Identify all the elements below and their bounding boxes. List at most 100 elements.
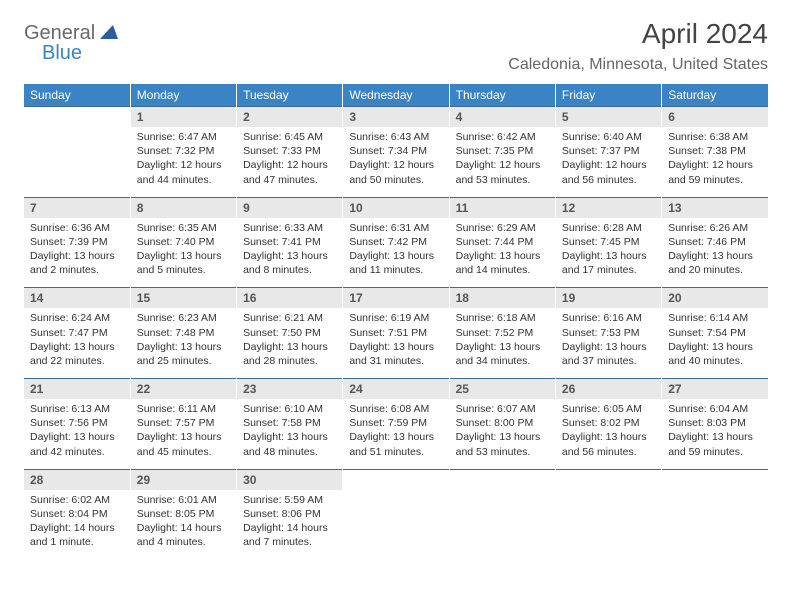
day-cell: Sunrise: 6:28 AMSunset: 7:45 PMDaylight:… [555,218,661,288]
sunset-text: Sunset: 7:48 PM [137,326,230,340]
sunrise-text: Sunrise: 6:35 AM [137,221,230,235]
daylight-text-1: Daylight: 13 hours [243,249,336,263]
day-number: 30 [237,469,343,490]
day-cell: Sunrise: 6:23 AMSunset: 7:48 PMDaylight:… [130,308,236,378]
daylight-text-2: and 17 minutes. [562,263,655,277]
daylight-text-2: and 48 minutes. [243,445,336,459]
weekday-header: Friday [555,84,661,107]
daylight-text-1: Daylight: 13 hours [668,249,762,263]
day-number [343,469,449,490]
sunset-text: Sunset: 7:38 PM [668,144,762,158]
sunrise-text: Sunrise: 6:10 AM [243,402,336,416]
day-cell [662,490,768,560]
day-number-row: 78910111213 [24,197,768,218]
daylight-text-1: Daylight: 13 hours [30,340,124,354]
sunset-text: Sunset: 7:41 PM [243,235,336,249]
day-cell: Sunrise: 6:36 AMSunset: 7:39 PMDaylight:… [24,218,130,288]
daylight-text-2: and 28 minutes. [243,354,336,368]
day-number: 27 [662,379,768,400]
sunset-text: Sunset: 7:40 PM [137,235,230,249]
sunrise-text: Sunrise: 6:40 AM [562,130,655,144]
daylight-text-1: Daylight: 13 hours [456,249,549,263]
daylight-text-1: Daylight: 13 hours [243,340,336,354]
day-cell: Sunrise: 6:18 AMSunset: 7:52 PMDaylight:… [449,308,555,378]
daylight-text-1: Daylight: 12 hours [668,158,762,172]
day-number: 13 [662,197,768,218]
day-cell: Sunrise: 6:19 AMSunset: 7:51 PMDaylight:… [343,308,449,378]
sunrise-text: Sunrise: 6:04 AM [668,402,762,416]
sunrise-text: Sunrise: 5:59 AM [243,493,336,507]
daylight-text-2: and 45 minutes. [137,445,230,459]
sunset-text: Sunset: 8:04 PM [30,507,124,521]
day-number: 17 [343,288,449,309]
day-cell: Sunrise: 6:38 AMSunset: 7:38 PMDaylight:… [662,127,768,197]
day-cell: Sunrise: 6:31 AMSunset: 7:42 PMDaylight:… [343,218,449,288]
day-number: 12 [555,197,661,218]
daylight-text-1: Daylight: 13 hours [349,430,442,444]
day-cell [555,490,661,560]
day-number [555,469,661,490]
sunset-text: Sunset: 7:37 PM [562,144,655,158]
day-content-row: Sunrise: 6:24 AMSunset: 7:47 PMDaylight:… [24,308,768,378]
day-content-row: Sunrise: 6:02 AMSunset: 8:04 PMDaylight:… [24,490,768,560]
sunset-text: Sunset: 7:53 PM [562,326,655,340]
day-number: 16 [237,288,343,309]
weekday-header: Wednesday [343,84,449,107]
daylight-text-1: Daylight: 13 hours [562,430,655,444]
day-number [449,469,555,490]
daylight-text-2: and 4 minutes. [137,535,230,549]
day-cell: Sunrise: 6:33 AMSunset: 7:41 PMDaylight:… [237,218,343,288]
daylight-text-1: Daylight: 14 hours [243,521,336,535]
day-number: 25 [449,379,555,400]
logo-line2: Blue [42,42,82,64]
sunrise-text: Sunrise: 6:11 AM [137,402,230,416]
day-number: 9 [237,197,343,218]
sunrise-text: Sunrise: 6:01 AM [137,493,230,507]
sunrise-text: Sunrise: 6:07 AM [456,402,549,416]
daylight-text-2: and 40 minutes. [668,354,762,368]
weekday-header: Monday [130,84,236,107]
day-cell: Sunrise: 6:05 AMSunset: 8:02 PMDaylight:… [555,399,661,469]
sunset-text: Sunset: 7:42 PM [349,235,442,249]
day-number: 4 [449,107,555,128]
daylight-text-2: and 37 minutes. [562,354,655,368]
day-number: 18 [449,288,555,309]
day-cell: Sunrise: 6:43 AMSunset: 7:34 PMDaylight:… [343,127,449,197]
sunrise-text: Sunrise: 6:23 AM [137,311,230,325]
day-cell: Sunrise: 6:04 AMSunset: 8:03 PMDaylight:… [662,399,768,469]
day-cell [343,490,449,560]
daylight-text-1: Daylight: 14 hours [137,521,230,535]
day-cell: Sunrise: 6:08 AMSunset: 7:59 PMDaylight:… [343,399,449,469]
day-cell: Sunrise: 6:02 AMSunset: 8:04 PMDaylight:… [24,490,130,560]
day-number: 14 [24,288,130,309]
sunrise-text: Sunrise: 6:24 AM [30,311,124,325]
daylight-text-1: Daylight: 13 hours [137,249,230,263]
logo-line1: General [24,22,95,44]
weekday-header: Saturday [662,84,768,107]
day-cell: Sunrise: 6:47 AMSunset: 7:32 PMDaylight:… [130,127,236,197]
daylight-text-2: and 14 minutes. [456,263,549,277]
daylight-text-1: Daylight: 13 hours [30,430,124,444]
sunset-text: Sunset: 7:39 PM [30,235,124,249]
weekday-header: Sunday [24,84,130,107]
daylight-text-2: and 2 minutes. [30,263,124,277]
sunset-text: Sunset: 7:32 PM [137,144,230,158]
day-number: 1 [130,107,236,128]
day-number-row: 21222324252627 [24,379,768,400]
sunrise-text: Sunrise: 6:36 AM [30,221,124,235]
daylight-text-1: Daylight: 13 hours [456,430,549,444]
daylight-text-2: and 59 minutes. [668,173,762,187]
day-number: 8 [130,197,236,218]
day-cell: Sunrise: 6:42 AMSunset: 7:35 PMDaylight:… [449,127,555,197]
day-cell [24,127,130,197]
logo: General Blue [24,24,118,64]
location: Caledonia, Minnesota, United States [508,56,768,74]
day-number: 26 [555,379,661,400]
daylight-text-2: and 8 minutes. [243,263,336,277]
day-number [24,107,130,128]
sunset-text: Sunset: 7:46 PM [668,235,762,249]
daylight-text-2: and 20 minutes. [668,263,762,277]
sunset-text: Sunset: 7:59 PM [349,416,442,430]
sunrise-text: Sunrise: 6:42 AM [456,130,549,144]
daylight-text-1: Daylight: 13 hours [137,430,230,444]
